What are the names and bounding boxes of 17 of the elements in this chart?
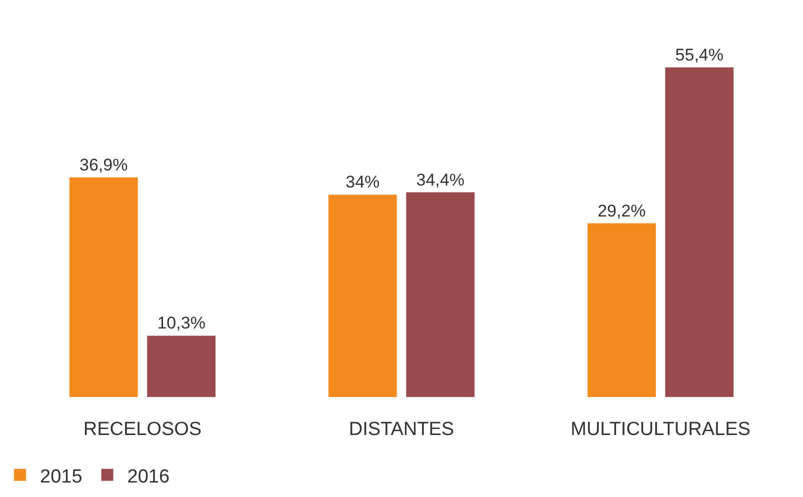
x-tick-label: MULTICULTURALES [570,419,750,440]
data-label: 34,4% [416,170,464,190]
bar [665,67,734,397]
bar [69,177,138,397]
data-label: 36,9% [80,155,128,174]
data-label: 10,3% [157,314,206,333]
bar [147,336,216,397]
bar [587,223,656,397]
bar [328,194,397,397]
data-label: 34% [346,172,380,192]
x-tick-label: DISTANTES [348,419,454,440]
x-tick-label: RECELOSOS [83,419,202,440]
data-label: 29,2% [598,201,646,220]
legend-label: 2015 [40,466,82,488]
bar [406,192,475,397]
legend-label: 2016 [127,466,170,488]
data-label: 55,4% [675,45,724,64]
